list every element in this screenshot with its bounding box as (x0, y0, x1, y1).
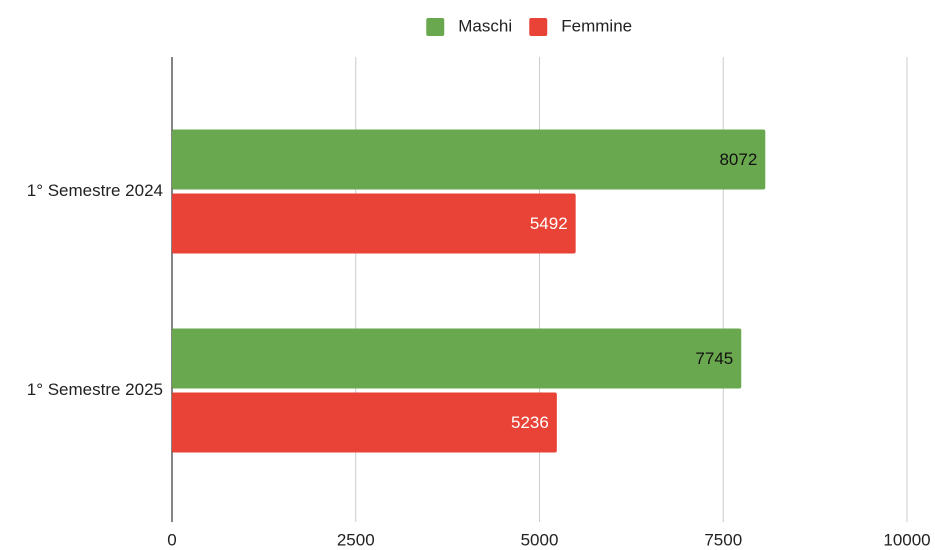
data-label: 8072 (719, 150, 757, 169)
x-tick-label: 10000 (883, 530, 930, 549)
data-label: 5492 (530, 214, 568, 233)
x-tick-label: 7500 (704, 530, 742, 549)
bar (172, 328, 742, 389)
y-tick-label: 1° Semestre 2025 (27, 380, 163, 399)
legend-swatch (529, 18, 548, 36)
legend-label: Femmine (561, 16, 632, 35)
bar (172, 129, 766, 190)
data-label: 5236 (511, 413, 549, 432)
x-tick-label: 0 (167, 530, 176, 549)
data-label: 7745 (695, 349, 733, 368)
legend-label: Maschi (458, 16, 512, 35)
bar (172, 392, 557, 453)
x-tick-label: 2500 (337, 530, 375, 549)
y-tick-label: 1° Semestre 2024 (27, 181, 163, 200)
x-tick-label: 5000 (521, 530, 559, 549)
legend-swatch (426, 18, 445, 36)
bar (172, 193, 576, 254)
